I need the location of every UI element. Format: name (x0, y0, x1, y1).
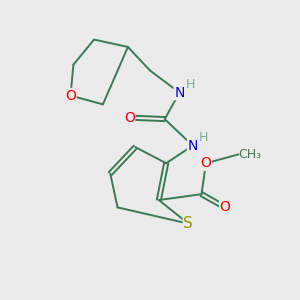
Text: H: H (199, 131, 208, 144)
Text: O: O (200, 156, 211, 170)
Text: N: N (188, 139, 198, 153)
Text: CH₃: CH₃ (238, 148, 262, 161)
Text: H: H (186, 78, 195, 91)
Text: N: N (174, 85, 184, 100)
Text: O: O (220, 200, 230, 214)
Text: O: O (65, 88, 76, 103)
Text: S: S (183, 216, 193, 231)
Text: O: O (124, 111, 135, 124)
